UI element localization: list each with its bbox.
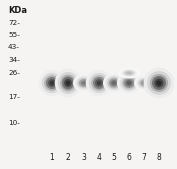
Text: 2: 2 (66, 153, 70, 163)
Text: 26-: 26- (8, 70, 20, 76)
Ellipse shape (134, 75, 154, 91)
Ellipse shape (122, 77, 136, 90)
Ellipse shape (126, 71, 132, 75)
Ellipse shape (46, 77, 58, 89)
Ellipse shape (66, 81, 70, 85)
Ellipse shape (136, 77, 152, 89)
Ellipse shape (125, 80, 133, 86)
Ellipse shape (39, 70, 65, 96)
Ellipse shape (107, 77, 121, 89)
Ellipse shape (141, 81, 147, 85)
Ellipse shape (79, 79, 89, 87)
Text: 5: 5 (112, 153, 116, 163)
Ellipse shape (144, 68, 174, 98)
Ellipse shape (55, 69, 81, 97)
Ellipse shape (121, 69, 138, 77)
Text: 7: 7 (142, 153, 146, 163)
Text: 6: 6 (127, 153, 132, 163)
Ellipse shape (62, 77, 74, 90)
Ellipse shape (44, 75, 60, 91)
Ellipse shape (105, 75, 122, 91)
Ellipse shape (78, 78, 90, 88)
Ellipse shape (82, 82, 86, 84)
Text: 10-: 10- (8, 120, 20, 126)
Ellipse shape (86, 70, 112, 96)
Ellipse shape (76, 76, 93, 90)
Ellipse shape (42, 73, 62, 93)
Ellipse shape (111, 80, 117, 86)
Text: 72-: 72- (8, 20, 20, 26)
Ellipse shape (155, 78, 164, 88)
Ellipse shape (127, 72, 131, 74)
Ellipse shape (124, 70, 134, 76)
Ellipse shape (147, 71, 171, 95)
Ellipse shape (64, 79, 72, 87)
Ellipse shape (124, 78, 135, 88)
Ellipse shape (91, 75, 107, 91)
Text: 8: 8 (157, 153, 161, 163)
Ellipse shape (95, 79, 103, 87)
Text: 17-: 17- (8, 94, 20, 100)
Ellipse shape (60, 75, 76, 91)
Ellipse shape (93, 77, 105, 89)
Ellipse shape (127, 81, 131, 85)
Ellipse shape (139, 79, 149, 87)
Ellipse shape (117, 72, 141, 94)
Ellipse shape (81, 80, 87, 86)
Ellipse shape (50, 81, 54, 85)
Ellipse shape (156, 81, 161, 86)
Text: 43-: 43- (8, 44, 20, 50)
Text: 34-: 34- (8, 57, 20, 63)
Ellipse shape (138, 78, 150, 88)
Ellipse shape (152, 76, 166, 90)
Ellipse shape (58, 72, 78, 94)
Ellipse shape (48, 79, 56, 87)
Text: 1: 1 (50, 153, 54, 163)
Ellipse shape (118, 67, 140, 78)
Text: 3: 3 (82, 153, 86, 163)
Ellipse shape (142, 82, 145, 84)
Text: 4: 4 (97, 153, 101, 163)
Ellipse shape (112, 81, 116, 84)
Text: 55-: 55- (8, 32, 20, 38)
Ellipse shape (97, 81, 101, 85)
Ellipse shape (109, 78, 119, 88)
Text: KDa: KDa (8, 6, 27, 15)
Ellipse shape (120, 75, 138, 91)
Ellipse shape (73, 74, 95, 92)
Ellipse shape (150, 74, 168, 92)
Ellipse shape (122, 70, 136, 76)
Ellipse shape (103, 73, 125, 93)
Ellipse shape (89, 73, 109, 93)
